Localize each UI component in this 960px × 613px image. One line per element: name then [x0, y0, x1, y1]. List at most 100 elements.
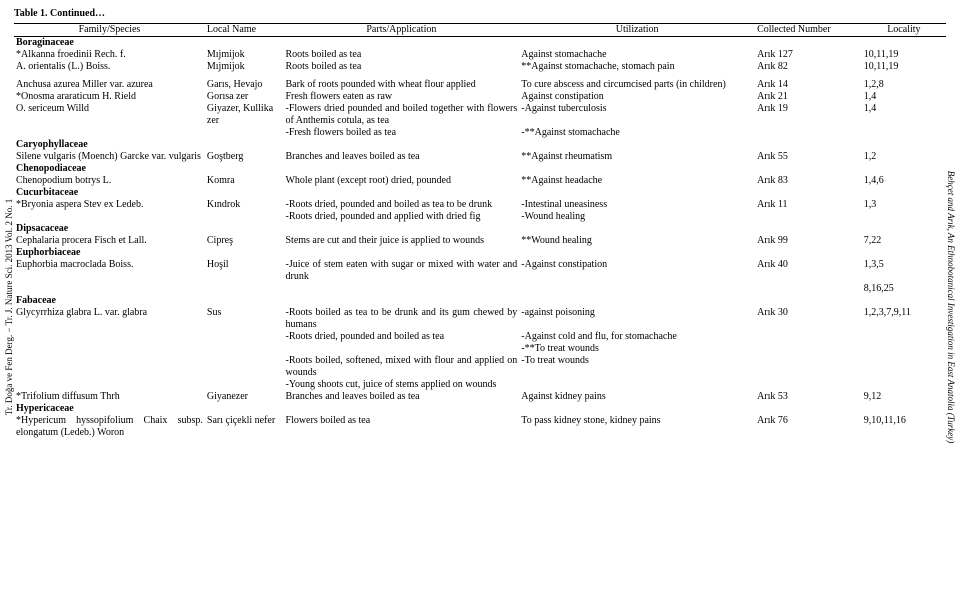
table-row: Chenopodium botrys L.KomraWhole plant (e…: [14, 175, 946, 187]
table-row: *Alkanna froedinii Rech. f.MıjmijokRoots…: [14, 49, 946, 61]
coll: Arık 11: [755, 199, 862, 211]
locality: 9,10,11,16: [862, 415, 946, 439]
locality: 1,3,5: [862, 259, 946, 283]
util: -To treat wounds: [519, 355, 755, 379]
locality: 1,3: [862, 199, 946, 211]
util: -Against cold and flu, for stomachache: [519, 331, 755, 343]
species: Glycyrrhiza glabra L. var. glabra: [14, 307, 205, 331]
local-name: Mıjmijok: [205, 61, 284, 73]
species: *Bryonia aspera Stev ex Ledeb.: [14, 199, 205, 211]
parts: Roots boiled as tea: [283, 61, 519, 73]
species: Chenopodium botrys L.: [14, 175, 205, 187]
local-name: Goştberg: [205, 151, 284, 163]
util: To cure abscess and circumcised parts (i…: [519, 79, 755, 91]
util: **Wound healing: [519, 235, 755, 247]
ethno-table: Family/Species Local Name Parts/Applicat…: [14, 23, 946, 439]
locality: 1,2: [862, 151, 946, 163]
table-row: *Onosma araraticum H. RieldGorısa zerFre…: [14, 91, 946, 103]
species: *Hypericum hyssopifolium Chaix subsp. el…: [14, 415, 205, 439]
coll: Arık 21: [755, 91, 862, 103]
side-journal-info: Tr. Doğa ve Fen Derg. − Tr. J. Nature Sc…: [4, 198, 14, 415]
coll: Arık 76: [755, 415, 862, 439]
locality: 8,16,25: [862, 283, 946, 295]
family-heading: Cucurbitaceae: [14, 187, 946, 199]
parts: -Roots boiled, softened, mixed with flou…: [283, 355, 519, 379]
coll: Arık 30: [755, 307, 862, 331]
local-name: Kındrok: [205, 199, 284, 211]
parts: -Fresh flowers boiled as tea: [283, 127, 519, 139]
parts: -Roots dried, pounded and applied with d…: [283, 211, 519, 223]
family-heading: Hypericaceae: [14, 403, 946, 415]
coll: Arık 53: [755, 391, 862, 403]
util: Against stomachache: [519, 49, 755, 61]
species: O. sericeum Willd: [14, 103, 205, 127]
species: *Trifolium diffusum Thrh: [14, 391, 205, 403]
parts: -Roots dried, pounded and boiled as tea …: [283, 199, 519, 211]
parts: -Flowers dried pounded and boiled togeth…: [283, 103, 519, 127]
table-title: Table 1. Continued…: [14, 8, 946, 19]
family-heading: Euphorbiaceae: [14, 247, 946, 259]
parts: Whole plant (except root) dried, pounded: [283, 175, 519, 187]
coll: Arık 40: [755, 259, 862, 283]
local-name: Sus: [205, 307, 284, 331]
parts: Flowers boiled as tea: [283, 415, 519, 439]
locality: 1,2,3,7,9,11: [862, 307, 946, 331]
table-row: -Roots boiled, softened, mixed with flou…: [14, 355, 946, 379]
coll: Arık 19: [755, 103, 862, 127]
species: A. orientalis (L.) Boiss.: [14, 61, 205, 73]
local-name: Giyazer, Kullika zer: [205, 103, 284, 127]
parts: -Juice of stem eaten with sugar or mixed…: [283, 259, 519, 283]
util: -against poisoning: [519, 307, 755, 331]
local-name: Giyanezer: [205, 391, 284, 403]
table-row: *Trifolium diffusum ThrhGiyanezerBranche…: [14, 391, 946, 403]
coll: Arık 99: [755, 235, 862, 247]
local-name: Mıjmijok: [205, 49, 284, 61]
parts: Roots boiled as tea: [283, 49, 519, 61]
util: -Intestinal uneasiness: [519, 199, 755, 211]
family-heading: Dipsacaceae: [14, 223, 946, 235]
th-family: Family/Species: [14, 24, 205, 37]
table-row: -Roots dried, pounded and boiled as tea-…: [14, 331, 946, 343]
util: -**To treat wounds: [519, 343, 755, 355]
species: *Onosma araraticum H. Rield: [14, 91, 205, 103]
species: Cephalaria procera Fisch et Lall.: [14, 235, 205, 247]
species: *Alkanna froedinii Rech. f.: [14, 49, 205, 61]
parts: Branches and leaves boiled as tea: [283, 391, 519, 403]
table-row: Cephalaria procera Fisch et Lall.CipreşS…: [14, 235, 946, 247]
table-row: O. sericeum WilldGiyazer, Kullika zer-Fl…: [14, 103, 946, 127]
parts: -Roots dried, pounded and boiled as tea: [283, 331, 519, 343]
locality: 7,22: [862, 235, 946, 247]
local-name: Hoşil: [205, 259, 284, 283]
locality: 1,4,6: [862, 175, 946, 187]
locality: 1,2,8: [862, 79, 946, 91]
util: **Against headache: [519, 175, 755, 187]
parts: Bark of roots pounded with wheat flour a…: [283, 79, 519, 91]
table-row: A. orientalis (L.) Boiss.MıjmijokRoots b…: [14, 61, 946, 73]
util: Against kidney pains: [519, 391, 755, 403]
species: Euphorbia macroclada Boiss.: [14, 259, 205, 283]
parts: -Young shoots cut, juice of stems applie…: [283, 379, 519, 391]
util: -Against constipation: [519, 259, 755, 283]
locality: 9,12: [862, 391, 946, 403]
table-row: *Bryonia aspera Stev ex Ledeb.Kındrok-Ro…: [14, 199, 946, 211]
util: **Against stomachache, stomach pain: [519, 61, 755, 73]
local-name: Cipreş: [205, 235, 284, 247]
table-row: -Fresh flowers boiled as tea-**Against s…: [14, 127, 946, 139]
util: -Wound healing: [519, 211, 755, 223]
side-article-title: Behçet and Arık, An Ethnobotanical Inves…: [946, 170, 956, 442]
th-loc: Locality: [862, 24, 946, 37]
table-row: -Young shoots cut, juice of stems applie…: [14, 379, 946, 391]
th-local: Local Name: [205, 24, 284, 37]
local-name: Sarı çiçekli nefer: [205, 415, 284, 439]
table-row: 8,16,25: [14, 283, 946, 295]
parts: Stems are cut and their juice is applied…: [283, 235, 519, 247]
table-row: Euphorbia macroclada Boiss.Hoşil-Juice o…: [14, 259, 946, 283]
util: -Against tuberculosis: [519, 103, 755, 127]
local-name: Komra: [205, 175, 284, 187]
th-util: Utilization: [519, 24, 755, 37]
coll: Arık 14: [755, 79, 862, 91]
coll: Arık 127: [755, 49, 862, 61]
coll: Arık 83: [755, 175, 862, 187]
table-row: Anchusa azurea Miller var. azureaGarıs, …: [14, 79, 946, 91]
family-heading: Fabaceae: [14, 295, 946, 307]
